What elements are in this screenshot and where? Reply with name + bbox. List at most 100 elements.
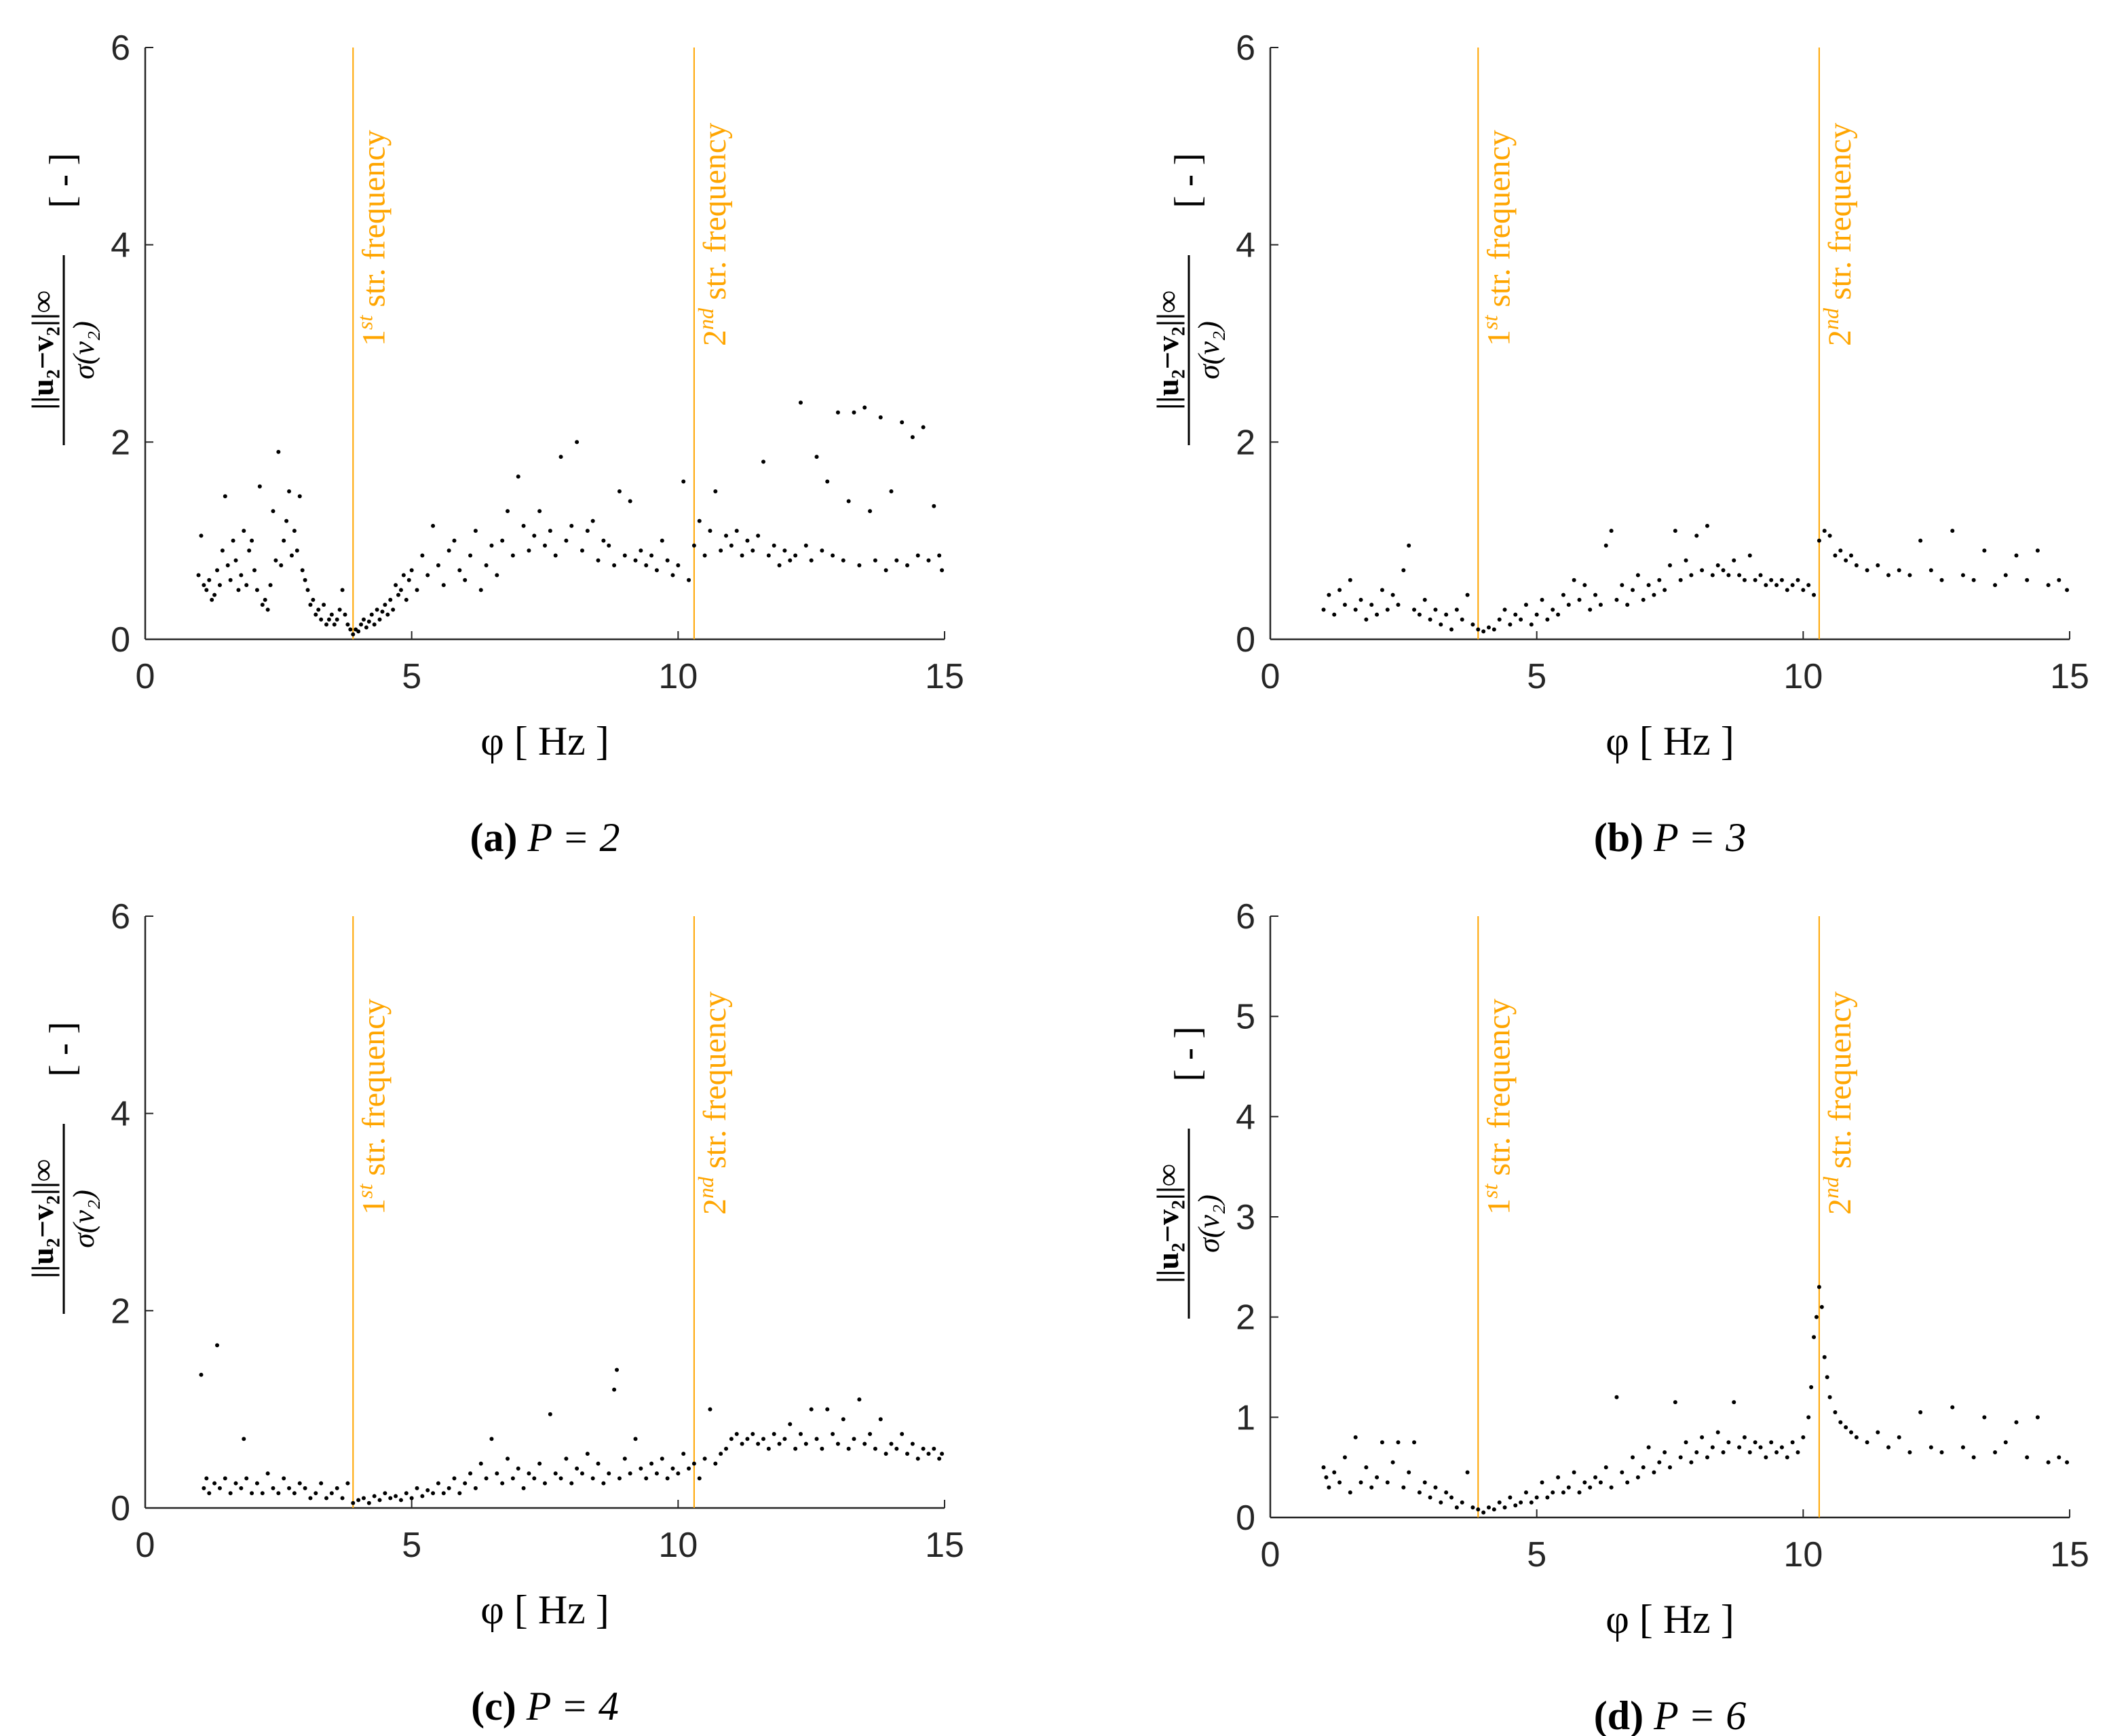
data-point xyxy=(719,1452,723,1456)
data-point xyxy=(332,622,337,627)
data-point xyxy=(207,1491,212,1496)
data-point xyxy=(1481,1510,1486,1515)
data-point xyxy=(1705,1455,1709,1460)
data-point xyxy=(1907,573,1912,578)
data-point xyxy=(585,529,590,533)
frequency-order-suffix: nd xyxy=(694,307,718,330)
data-point xyxy=(734,529,739,533)
data-point xyxy=(1822,1355,1827,1359)
data-point xyxy=(1652,1470,1656,1475)
data-point xyxy=(276,1491,281,1496)
data-point xyxy=(841,558,846,563)
data-point xyxy=(324,622,329,627)
data-point xyxy=(406,578,411,582)
data-point xyxy=(766,1446,771,1451)
data-point xyxy=(729,543,734,548)
y-tick-label: 0 xyxy=(1236,1498,1255,1538)
data-point xyxy=(1428,1495,1432,1500)
data-point xyxy=(380,609,385,614)
y-tick-label: 0 xyxy=(1236,620,1255,660)
data-point xyxy=(937,1456,942,1461)
data-point xyxy=(463,1481,468,1486)
data-point xyxy=(782,548,787,553)
data-point xyxy=(1523,603,1528,607)
data-point xyxy=(665,1476,670,1481)
y-tick-label: 4 xyxy=(111,226,130,265)
data-point xyxy=(2065,588,2070,592)
data-point xyxy=(1950,529,1955,533)
data-point xyxy=(335,617,339,622)
data-point xyxy=(372,622,377,627)
data-point xyxy=(420,553,425,558)
data-point xyxy=(1769,1440,1774,1445)
data-point xyxy=(1337,588,1342,592)
data-point xyxy=(940,568,945,573)
data-point xyxy=(1513,1503,1518,1508)
data-point xyxy=(846,499,851,504)
data-point xyxy=(2046,583,2051,588)
data-point xyxy=(756,1441,761,1446)
data-point xyxy=(345,1481,350,1486)
data-point xyxy=(1844,1425,1848,1430)
data-point xyxy=(1827,533,1832,538)
data-point xyxy=(580,548,584,553)
second-frequency-label: 2nd str. frequency xyxy=(694,992,733,1215)
y-tick-label: 6 xyxy=(1236,29,1255,68)
data-point xyxy=(1519,617,1523,622)
data-point xyxy=(398,1498,403,1503)
data-point xyxy=(409,568,414,573)
data-point xyxy=(569,523,574,528)
data-point xyxy=(415,588,419,592)
data-point xyxy=(905,563,910,567)
data-point xyxy=(1918,538,1923,543)
data-point xyxy=(1540,597,1544,602)
data-point xyxy=(1732,558,1736,563)
data-point xyxy=(1519,1500,1523,1505)
data-point xyxy=(1540,1480,1544,1485)
data-point xyxy=(1551,1490,1555,1495)
data-point xyxy=(894,1446,899,1451)
y-label-unit: [ - ] xyxy=(42,1022,83,1077)
data-point xyxy=(1806,1415,1811,1420)
data-point xyxy=(1849,553,1854,558)
data-point xyxy=(1876,563,1880,567)
data-point xyxy=(1742,1435,1747,1439)
data-point xyxy=(1380,588,1384,592)
data-point xyxy=(628,499,632,504)
data-point xyxy=(279,563,284,567)
data-point xyxy=(340,1496,345,1501)
data-point xyxy=(1657,578,1662,582)
data-point xyxy=(1534,612,1539,617)
x-tick-label: 0 xyxy=(1261,657,1280,696)
data-point xyxy=(1705,523,1709,528)
data-point xyxy=(1566,603,1571,607)
data-point xyxy=(612,563,617,567)
data-point xyxy=(1950,1405,1955,1410)
data-point xyxy=(1737,573,1742,578)
data-point xyxy=(239,573,244,578)
frequency-order: 1 xyxy=(356,1199,392,1215)
data-point xyxy=(369,612,374,617)
y-tick-label: 6 xyxy=(111,897,130,937)
data-point xyxy=(1529,622,1534,627)
data-point xyxy=(1726,1440,1731,1445)
data-point xyxy=(282,538,286,543)
data-point xyxy=(569,1481,574,1486)
data-point xyxy=(564,538,569,543)
data-point xyxy=(1593,1475,1598,1479)
data-point xyxy=(446,548,451,553)
data-point xyxy=(793,553,798,558)
data-point xyxy=(372,1494,377,1498)
data-point xyxy=(846,1446,851,1451)
data-point xyxy=(391,607,396,612)
data-point xyxy=(359,622,364,627)
data-point xyxy=(884,1452,888,1456)
data-point xyxy=(263,597,267,602)
data-point xyxy=(385,612,390,617)
data-point xyxy=(1332,1470,1337,1475)
data-point xyxy=(868,1432,873,1436)
data-point xyxy=(1476,627,1481,632)
data-point xyxy=(1801,1435,1806,1439)
data-point xyxy=(335,1486,339,1490)
data-point xyxy=(820,548,824,553)
